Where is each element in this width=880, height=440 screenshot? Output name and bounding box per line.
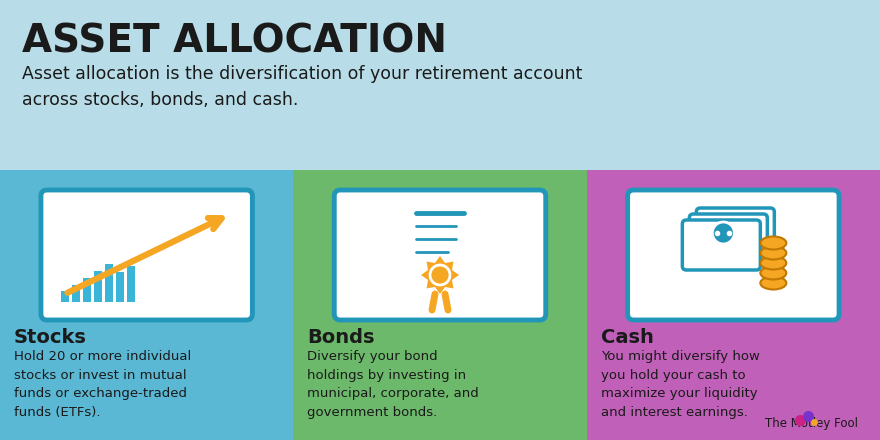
Text: Asset allocation is the diversification of your retirement account
across stocks: Asset allocation is the diversification … bbox=[22, 65, 583, 110]
Text: Cash: Cash bbox=[601, 328, 654, 347]
Circle shape bbox=[712, 222, 734, 244]
Polygon shape bbox=[421, 256, 459, 294]
Bar bbox=[61, 291, 69, 302]
Ellipse shape bbox=[760, 276, 787, 290]
Ellipse shape bbox=[760, 237, 787, 249]
Text: ASSET ALLOCATION: ASSET ALLOCATION bbox=[22, 22, 447, 60]
FancyBboxPatch shape bbox=[696, 208, 774, 258]
Bar bbox=[0, 0, 880, 170]
Text: You might diversify how
you hold your cash to
maximize your liquidity
and intere: You might diversify how you hold your ca… bbox=[601, 350, 759, 418]
Bar bbox=[0, 170, 293, 440]
FancyBboxPatch shape bbox=[627, 190, 839, 320]
FancyBboxPatch shape bbox=[682, 220, 760, 270]
FancyBboxPatch shape bbox=[334, 190, 546, 320]
Bar bbox=[105, 264, 113, 302]
Bar bbox=[83, 279, 91, 302]
Ellipse shape bbox=[760, 246, 787, 260]
Bar bbox=[587, 170, 880, 440]
Text: Stocks: Stocks bbox=[14, 328, 87, 347]
Ellipse shape bbox=[760, 257, 787, 269]
Text: The Motley Fool: The Motley Fool bbox=[765, 417, 858, 430]
Bar bbox=[293, 170, 587, 440]
Text: Bonds: Bonds bbox=[307, 328, 375, 347]
Bar bbox=[72, 285, 80, 302]
Bar bbox=[127, 266, 135, 302]
FancyBboxPatch shape bbox=[41, 190, 253, 320]
Bar bbox=[94, 271, 102, 302]
Text: Diversify your bond
holdings by investing in
municipal, corporate, and
governmen: Diversify your bond holdings by investin… bbox=[307, 350, 479, 418]
Bar bbox=[116, 272, 124, 302]
FancyBboxPatch shape bbox=[689, 214, 767, 264]
Ellipse shape bbox=[760, 267, 787, 279]
Circle shape bbox=[430, 265, 450, 285]
Text: Hold 20 or more individual
stocks or invest in mutual
funds or exchange-traded
f: Hold 20 or more individual stocks or inv… bbox=[14, 350, 191, 418]
